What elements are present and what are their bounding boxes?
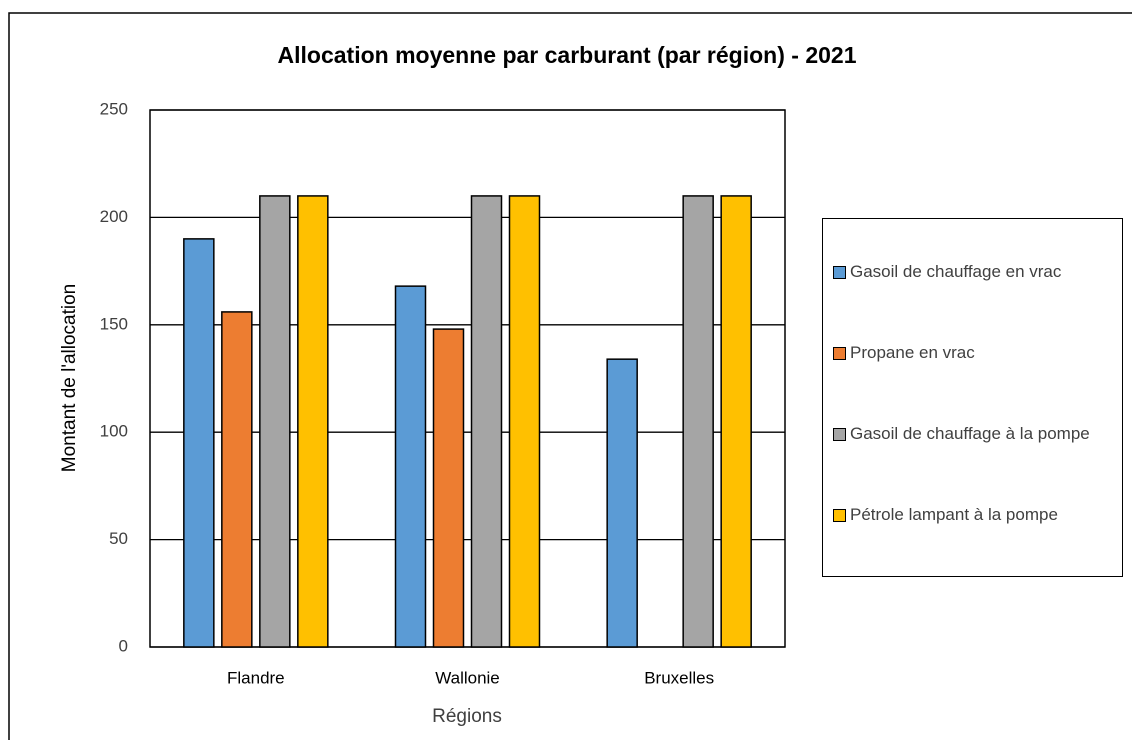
legend-label: Propane en vrac xyxy=(850,342,975,362)
y-tick-label: 100 xyxy=(100,422,128,441)
bar xyxy=(394,285,427,648)
bar xyxy=(432,328,465,648)
x-tick-label: Wallonie xyxy=(435,668,500,687)
y-tick-label: 50 xyxy=(109,529,128,548)
y-axis-label: Montant de l'allocation xyxy=(59,284,80,472)
y-tick-label: 150 xyxy=(100,314,128,333)
legend-swatch xyxy=(833,428,846,442)
y-tick-label: 200 xyxy=(100,207,128,226)
x-tick-label: Flandre xyxy=(227,668,285,687)
bar xyxy=(259,195,291,648)
legend-item: Propane en vrac xyxy=(829,340,1116,366)
legend-item: Gasoil de chauffage à la pompe xyxy=(829,421,1116,447)
legend-swatch xyxy=(833,265,846,279)
bar xyxy=(297,195,329,648)
legend-label: Gasoil de chauffage à la pompe xyxy=(850,424,1090,444)
legend-swatch xyxy=(833,509,846,523)
legend-item: Gasoil de chauffage en vrac xyxy=(829,259,1116,285)
legend: Gasoil de chauffage en vrac Propane en vr… xyxy=(822,218,1123,577)
bar xyxy=(183,238,215,648)
legend-label: Pétrole lampant à la pompe xyxy=(850,505,1058,525)
x-tick-label: Bruxelles xyxy=(644,668,714,687)
bar xyxy=(221,311,253,648)
bar xyxy=(470,195,503,648)
legend-label: Gasoil de chauffage en vrac xyxy=(850,261,1062,281)
legend-swatch xyxy=(833,346,846,360)
chart-border xyxy=(8,12,1132,740)
chart-title: Allocation moyenne par carburant (par ré… xyxy=(278,42,857,68)
bar xyxy=(720,195,752,648)
y-tick-label: 0 xyxy=(119,636,128,655)
x-axis-label: Régions xyxy=(432,706,502,727)
bar xyxy=(682,195,714,648)
y-tick-label: 250 xyxy=(100,99,128,118)
legend-item: Pétrole lampant à la pompe xyxy=(829,502,1116,528)
bar xyxy=(606,358,638,648)
bar xyxy=(508,195,541,648)
